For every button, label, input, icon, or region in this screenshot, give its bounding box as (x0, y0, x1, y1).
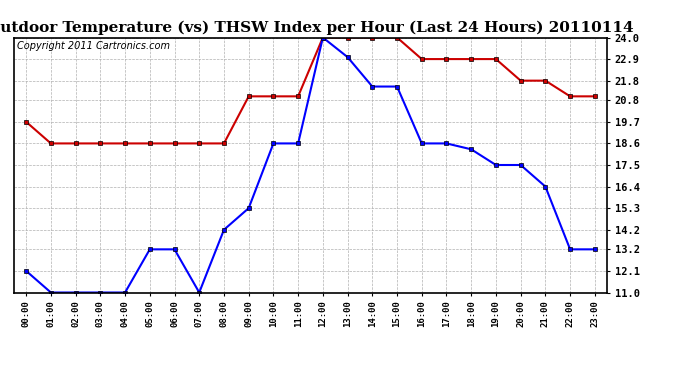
Text: Copyright 2011 Cartronics.com: Copyright 2011 Cartronics.com (17, 41, 170, 51)
Title: Outdoor Temperature (vs) THSW Index per Hour (Last 24 Hours) 20110114: Outdoor Temperature (vs) THSW Index per … (0, 21, 634, 35)
